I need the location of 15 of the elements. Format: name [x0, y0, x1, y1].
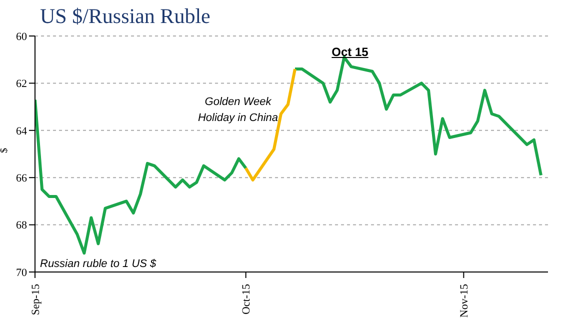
y-tick-label: 70 [16, 266, 28, 279]
y-tick-label: 62 [16, 78, 27, 90]
chart-title: US $/Russian Ruble [40, 4, 210, 29]
annotation: Russian ruble to 1 US $ [40, 257, 158, 272]
y-tick-label: 68 [16, 220, 28, 232]
line-series [244, 68, 297, 182]
x-tick-label: Sep-15 [30, 284, 42, 316]
annotation: Golden Week Holiday in China [196, 95, 280, 126]
x-tick-label: Oct-15 [240, 284, 253, 315]
y-axis-title: $ [0, 148, 10, 153]
annotation: Oct 15 [330, 44, 370, 60]
y-tick-label: 66 [16, 172, 28, 185]
y-tick-label: 60 [16, 30, 28, 43]
x-tick-label: Nov-15 [458, 284, 471, 318]
y-tick-label: 64 [16, 125, 28, 138]
